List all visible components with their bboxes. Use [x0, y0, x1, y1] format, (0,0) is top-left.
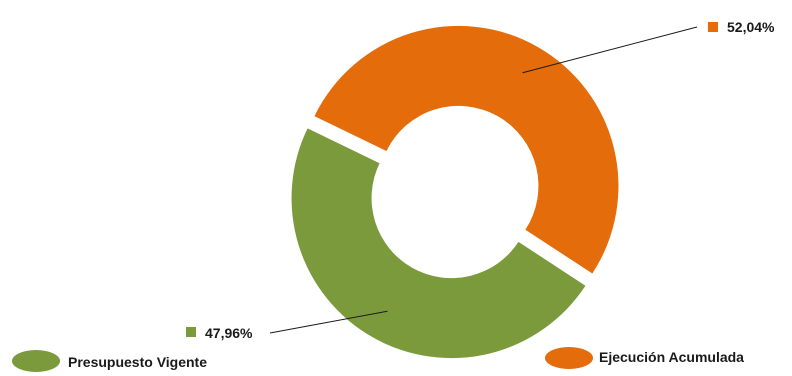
data-label-ejecucion: 52,04%	[727, 19, 775, 35]
legend-marker-ejecucion	[545, 347, 593, 369]
legend-marker-presupuesto	[12, 350, 60, 372]
leader-line-ejecucion	[523, 27, 697, 73]
data-label-marker-presupuesto	[186, 327, 196, 337]
legend-label-ejecucion: Ejecución Acumulada	[599, 349, 744, 365]
legend: Presupuesto Vigente Ejecución Acumulada	[12, 347, 744, 372]
legend-label-presupuesto: Presupuesto Vigente	[68, 354, 207, 370]
donut-slices	[292, 26, 619, 358]
data-label-marker-ejecucion	[708, 22, 718, 32]
data-label-presupuesto: 47,96%	[205, 325, 253, 341]
